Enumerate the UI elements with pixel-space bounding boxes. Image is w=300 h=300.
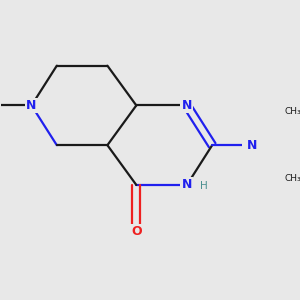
Text: H: H [200,181,208,191]
Text: N: N [26,99,37,112]
Text: N: N [182,99,192,112]
Text: N: N [247,139,257,152]
Text: CH₃: CH₃ [284,107,300,116]
Text: N: N [182,178,192,191]
Text: O: O [131,225,142,239]
Text: CH₃: CH₃ [284,174,300,183]
